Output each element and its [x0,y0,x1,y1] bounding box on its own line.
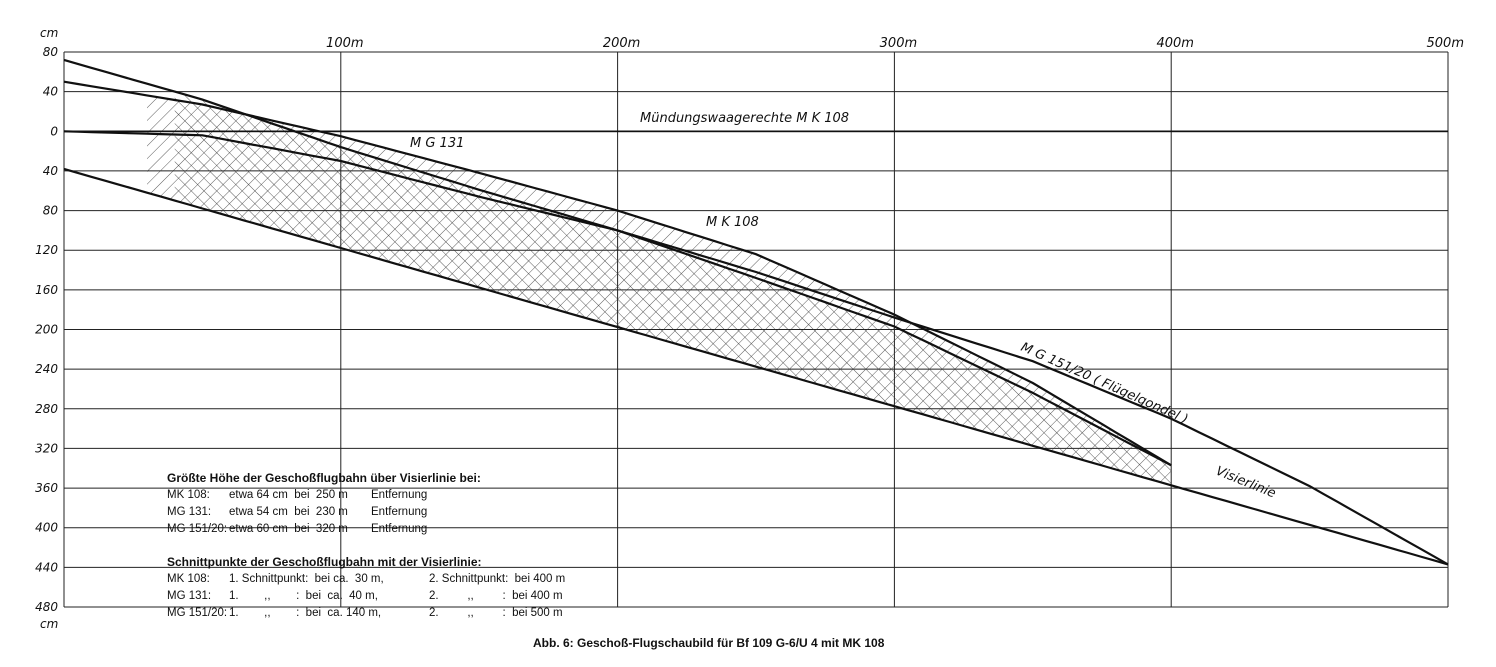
series-line-visierlinie [63,167,1449,566]
info-second-point: 2. ,, : bei 500 m [429,607,563,619]
info-row: MG 131: etwa 54 cm bei 230 m Entfernung [167,504,565,521]
info-second-point: 2. ,, : bei 400 m [429,590,563,602]
annotation-muendungswaagerechte: Mündungswaagerechte M K 108 [640,111,849,126]
hatched-band [147,91,1172,486]
y-tick-label: 320 [35,441,58,455]
info-box: Größte Höhe der Geschoßflugbahn über Vis… [167,470,565,622]
info-second-point: 2. Schnittpunkt: bei 400 m [429,573,566,585]
info-weapon: MG 151/20: [167,607,228,619]
y-tick-label: 80 [43,204,59,218]
y-tick-label: 480 [35,600,58,614]
y-unit-top: cm [40,26,58,40]
y-tick-label: 240 [35,362,58,376]
x-tick-label: 200m [603,36,640,51]
y-tick-label: 0 [50,124,58,138]
info-first-point: 1. ,, : bei ca. 40 m, [229,590,378,602]
annotation-mg131: M G 131 [410,136,464,151]
info-spacer [167,538,565,554]
figure-caption: Abb. 6: Geschoß-Flugschaubild für Bf 109… [533,636,885,650]
y-tick-label: 360 [35,481,58,495]
info-first-point: 1. Schnittpunkt: bei ca. 30 m, [229,573,384,585]
y-tick-label: 280 [35,402,58,416]
y-tick-label: 120 [35,243,58,257]
info-value: etwa 60 cm bei 320 m [229,523,348,535]
info-unit: Entfernung [371,523,428,535]
y-tick-label: 40 [43,85,59,99]
x-tick-label: 100m [326,36,363,51]
y-tick-label: 80 [43,45,59,59]
info-first-point: 1. ,, : bei ca. 140 m, [229,607,382,619]
x-tick-label: 300m [880,36,917,51]
info-value: etwa 64 cm bei 250 m [229,489,348,501]
info-row: MK 108: etwa 64 cm bei 250 m Entfernung [167,487,565,504]
info-weapon: MG 151/20: [167,523,228,535]
trajectory-lines [63,58,1449,566]
info-row: MG 131: 1. ,, : bei ca. 40 m, 2. ,, : be… [167,588,565,605]
info-unit: Entfernung [371,489,428,501]
hatch-band-mg131 [174,91,1172,486]
y-tick-label: 400 [35,521,58,535]
x-tick-label: 500m [1427,36,1464,51]
y-tick-label: 440 [35,560,58,574]
info-weapon: MG 131: [167,506,212,518]
info-row: MK 108: 1. Schnittpunkt: bei ca. 30 m, 2… [167,571,565,588]
y-unit-bottom: cm [40,617,58,631]
info-value: etwa 54 cm bei 230 m [229,506,348,518]
y-tick-label: 200 [35,323,58,337]
info-row: MG 151/20: etwa 60 cm bei 320 m Entfernu… [167,521,565,538]
y-tick-label: 40 [43,164,59,178]
info-heading-max-height: Größte Höhe der Geschoßflugbahn über Vis… [167,471,481,485]
info-unit: Entfernung [371,506,428,518]
info-weapon: MK 108: [167,573,210,585]
annotation-mk108: M K 108 [706,215,759,230]
x-axis-tick-labels: 100m 200m 300m 400m 500m [326,36,1464,51]
annotation-visierlinie: Visierlinie [1214,464,1278,502]
info-weapon: MK 108: [167,489,210,501]
info-heading-intersections: Schnittpunkte der Geschoßflugbahn mit de… [167,555,482,569]
info-row: MG 151/20: 1. ,, : bei ca. 140 m, 2. ,, … [167,605,565,622]
info-weapon: MG 131: [167,590,212,602]
series-line-mg-151-20 [63,130,1449,566]
x-tick-label: 400m [1156,36,1193,51]
y-tick-label: 160 [35,283,58,297]
